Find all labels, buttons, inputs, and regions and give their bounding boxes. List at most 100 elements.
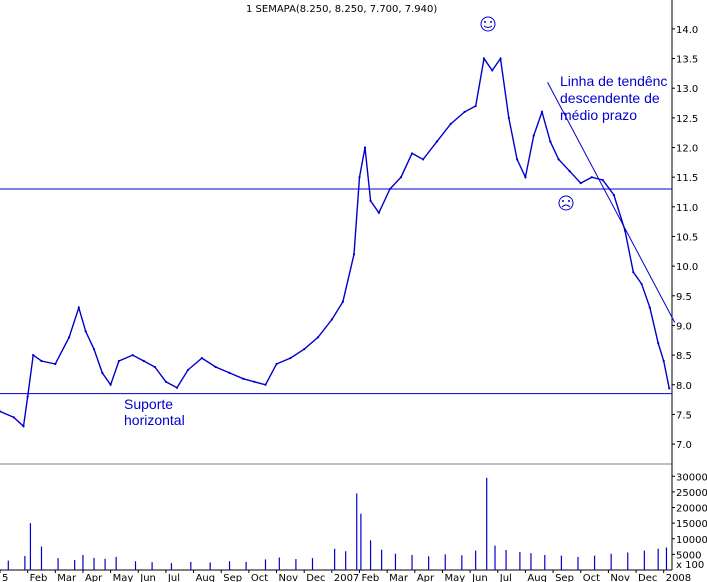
- price-series: [0, 56, 671, 428]
- x-tick-label: Aug: [527, 573, 547, 582]
- price-point: [579, 182, 582, 185]
- price-point: [275, 362, 278, 366]
- volume-tick-label: 10000: [676, 535, 707, 546]
- chart-title: 1 SEMAPA(8.250, 8.250, 7.700, 7.940): [246, 4, 437, 15]
- price-axis-ticks: 14.0 13.5 13.0 12.5 12.0 11.5 11.0 10.5 10.0 9.5 9…: [672, 25, 698, 451]
- price-point: [32, 354, 35, 357]
- price-point: [341, 300, 345, 303]
- x-tick-label: Sep: [555, 573, 574, 582]
- price-point: [640, 282, 643, 286]
- price-point: [92, 348, 96, 351]
- price-point: [186, 368, 190, 372]
- price-point: [623, 229, 627, 232]
- price-tick-label: 7.0: [676, 440, 692, 451]
- price-tick-label: 10.5: [676, 232, 698, 243]
- price-point: [12, 416, 15, 419]
- price-point: [377, 211, 380, 214]
- price-tick-label: 9.5: [676, 292, 692, 303]
- price-point: [499, 57, 502, 60]
- price-point: [242, 377, 245, 380]
- x-axis-ticks: 5 Feb Mar Apr May Jun Jul Aug Sep Oct Nov Dec 2007 Fe…: [0, 570, 691, 582]
- price-tick-label: 12.0: [676, 144, 698, 155]
- price-tick-label: 13.5: [676, 55, 698, 66]
- x-tick-label: Dec: [306, 573, 325, 582]
- volume-tick-label: 15000: [676, 519, 707, 530]
- trend-line: [547, 82, 676, 323]
- x-tick-label: 2007: [334, 573, 359, 582]
- price-point: [590, 176, 593, 179]
- price-point: [648, 306, 651, 309]
- price-point: [253, 380, 256, 383]
- volume-bars: [7, 477, 668, 570]
- price-tick-label: 7.5: [676, 410, 692, 421]
- price-point: [668, 387, 671, 390]
- price-point: [601, 179, 604, 182]
- price-point: [516, 158, 519, 161]
- x-tick-label: May: [444, 573, 465, 582]
- price-point: [662, 359, 665, 363]
- price-point: [117, 359, 121, 363]
- volume-tick-label: 30000: [676, 472, 707, 483]
- x-tick-label: 5: [2, 573, 8, 582]
- volume-tick-label: 25000: [676, 488, 707, 499]
- price-point: [316, 336, 320, 339]
- price-point: [264, 383, 267, 386]
- trend-label-line-1: Linha de tendênc: [560, 73, 667, 89]
- x-tick-label: Jul: [499, 573, 512, 582]
- x-tick-label: Jun: [471, 573, 488, 582]
- price-point: [77, 306, 80, 309]
- price-point: [363, 146, 367, 149]
- volume-unit-label: x 100: [676, 560, 704, 571]
- price-point: [352, 253, 356, 256]
- price-tick-label: 8.0: [676, 381, 692, 392]
- volume-tick-label: 5000: [676, 550, 701, 561]
- price-point: [369, 199, 372, 202]
- price-point: [532, 134, 535, 137]
- price-point: [549, 140, 552, 143]
- price-point: [410, 152, 414, 155]
- price-point: [657, 342, 660, 345]
- price-point: [289, 356, 292, 360]
- price-point: [612, 193, 616, 197]
- price-point: [540, 110, 544, 114]
- price-point: [200, 356, 203, 360]
- price-point: [84, 330, 87, 333]
- price-point: [0, 410, 2, 413]
- x-tick-label: 2008: [666, 573, 691, 582]
- volume-tick-label: 20000: [676, 504, 707, 515]
- price-point: [449, 122, 452, 125]
- frown-icon: [558, 195, 574, 211]
- price-point: [214, 365, 217, 369]
- support-label-line-2: horizontal: [124, 412, 185, 428]
- x-tick-label: Dec: [638, 573, 657, 582]
- price-point: [101, 371, 104, 374]
- price-point: [68, 336, 71, 339]
- price-point: [330, 318, 333, 321]
- price-point: [175, 386, 179, 389]
- price-point: [164, 380, 168, 383]
- x-tick-label: Jul: [167, 573, 180, 582]
- smile-icon: [480, 16, 496, 32]
- trend-label-line-3: médio prazo: [560, 107, 637, 123]
- x-tick-label: Mar: [389, 573, 409, 582]
- price-point: [388, 187, 392, 191]
- price-point: [524, 176, 527, 179]
- price-point: [358, 176, 361, 179]
- price-point: [22, 425, 25, 428]
- price-point: [463, 110, 466, 114]
- price-point: [54, 362, 57, 366]
- price-tick-label: 11.0: [676, 203, 698, 214]
- x-tick-label: May: [113, 573, 134, 582]
- annotation-lines: [0, 82, 676, 395]
- price-point: [131, 354, 134, 357]
- price-point: [40, 359, 43, 363]
- price-point: [303, 348, 306, 351]
- x-tick-label: Oct: [583, 573, 600, 582]
- price-point: [632, 270, 635, 274]
- price-point: [422, 158, 425, 161]
- price-point: [474, 104, 477, 108]
- price-point: [153, 365, 156, 369]
- price-tick-label: 12.5: [676, 114, 698, 125]
- support-label-line-1: Suporte: [124, 396, 173, 412]
